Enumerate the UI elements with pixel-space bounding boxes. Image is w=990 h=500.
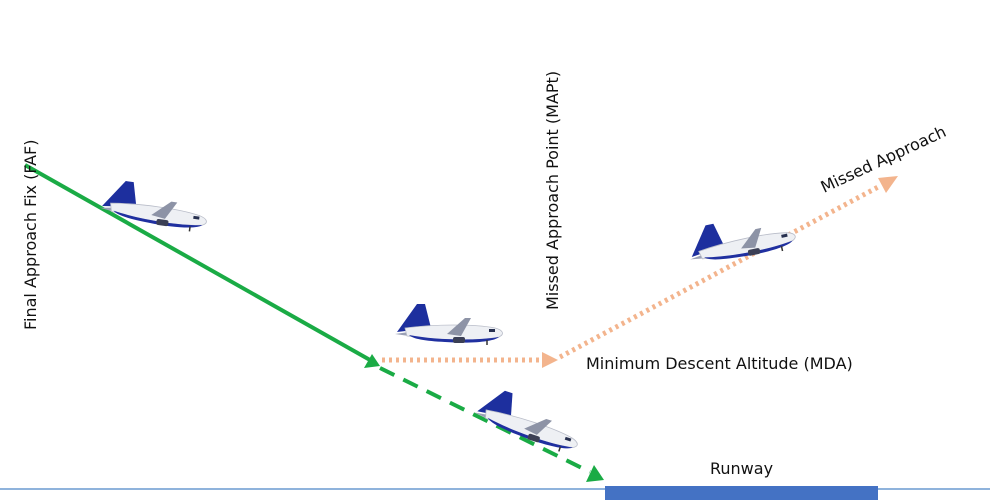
mapt-label: Missed Approach Point (MAPt) (543, 71, 562, 310)
airplane (470, 383, 587, 457)
arrowhead (878, 176, 898, 193)
arrowhead (364, 354, 380, 368)
approach-path (24, 163, 371, 362)
airplane (394, 303, 504, 346)
runway (605, 486, 878, 500)
runway-label: Runway (710, 459, 773, 478)
airplane (97, 177, 212, 235)
faf-label: Final Approach Fix (FAF) (21, 140, 40, 330)
missed-approach-path (558, 183, 882, 360)
mda-label: Minimum Descent Altitude (MDA) (586, 354, 853, 373)
arrowhead (586, 465, 604, 482)
arrowhead (542, 352, 558, 368)
descent-path (379, 366, 591, 474)
